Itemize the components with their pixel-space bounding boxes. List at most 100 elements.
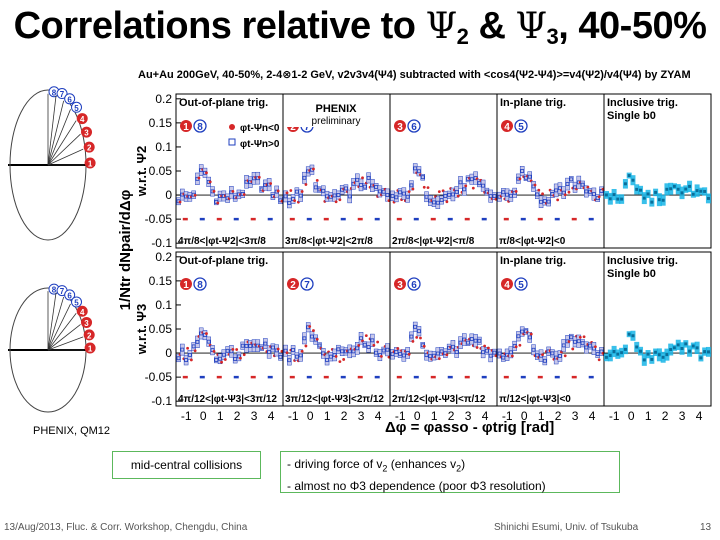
x-tick-label: 4: [375, 409, 382, 423]
data-point: [605, 355, 609, 359]
data-point-pos: [390, 352, 395, 357]
panel-frame: [389, 93, 498, 249]
data-point-pos: [302, 336, 307, 341]
data-point-pos: [417, 329, 421, 334]
data-point-pos: [401, 191, 406, 196]
tag-circle-b: [514, 119, 528, 133]
data-point-pos: [588, 343, 593, 348]
data-point: [623, 347, 627, 351]
tag-circle-b: [193, 119, 207, 133]
data-point: [699, 356, 703, 360]
row-label: w.r.t. Ψ2: [134, 146, 149, 198]
data-point-neg: [285, 191, 289, 195]
y-tick-label: 0: [165, 346, 172, 360]
data-error-box: [405, 347, 410, 359]
title-suffix: , 40-50%: [558, 5, 707, 47]
data-point-pos: [542, 358, 547, 363]
data-point-neg: [364, 334, 368, 337]
data-point-pos: [565, 182, 570, 186]
data-point-neg: [541, 353, 544, 357]
data-point-pos: [424, 353, 429, 358]
data-point-pos: [413, 324, 418, 329]
data-point-pos: [595, 196, 600, 201]
y-tick-label: 0.15: [149, 274, 173, 288]
data-point-neg: [208, 180, 212, 184]
panel-title-2: Single b0: [607, 110, 656, 122]
data-point: [669, 187, 673, 191]
data-error-box: [336, 190, 341, 200]
data-point-neg: [426, 186, 430, 190]
title-sub-3: 3: [546, 24, 559, 49]
diagram-bottom-label: 1: [88, 345, 93, 354]
data-point-neg: [456, 194, 460, 198]
data-point: [608, 353, 612, 357]
data-point-pos: [278, 354, 283, 359]
data-point-pos: [344, 186, 348, 191]
data-point-pos: [398, 351, 402, 356]
data-point-pos: [508, 350, 513, 355]
data-point-neg: [594, 345, 597, 349]
data-point-pos: [435, 200, 440, 205]
data-point-neg: [212, 189, 216, 193]
data-error-box: [557, 350, 563, 362]
data-error-box: [416, 166, 422, 177]
data-error-box: [370, 333, 375, 347]
data-point-pos: [332, 353, 337, 357]
diagram-top-label: 4: [80, 115, 85, 124]
data-error-box: [236, 351, 242, 362]
data-point-pos: [531, 347, 536, 352]
panel-title: In-plane trig.: [500, 97, 566, 109]
y-tick-label: 0.05: [149, 322, 173, 336]
data-error-box: [206, 336, 211, 347]
data-point-pos: [592, 346, 596, 351]
data-error-box: [595, 194, 600, 202]
panel-title-2: Single b0: [607, 268, 656, 280]
tag-a: 3: [397, 122, 403, 133]
data-point-pos: [466, 340, 470, 345]
x-tick-label: 0: [200, 409, 207, 423]
data-error-box: [546, 196, 551, 207]
diagram-top-label-circle: [81, 126, 93, 138]
panel-frame: [496, 93, 605, 249]
data-point: [639, 188, 643, 192]
data-point-pos: [497, 351, 502, 356]
diagram-bottom-label-circle: [81, 316, 93, 328]
data-point-pos: [291, 348, 295, 352]
data-point-pos: [310, 334, 314, 339]
data-point: [650, 357, 654, 361]
panel-range: 3π/12<|φt-Ψ3|<2π/12: [285, 394, 384, 405]
data-point: [680, 347, 684, 351]
data-point-pos: [505, 192, 509, 197]
data-error-box: [302, 332, 307, 345]
data-point: [706, 196, 710, 200]
note-1b: (enhances v: [387, 457, 457, 471]
data-error-box: [283, 190, 288, 203]
data-point: [646, 352, 650, 356]
data-error-box: [347, 189, 352, 204]
mid-central-box: mid-central collisions: [112, 451, 261, 479]
tag-circle-b: [193, 277, 207, 291]
data-point-neg: [487, 346, 490, 350]
data-error-box: [274, 344, 279, 357]
data-point-neg: [445, 353, 449, 357]
row-label: w.r.t. Ψ3: [134, 304, 149, 356]
diagram-top-ray: [47, 120, 77, 166]
data-point-neg: [357, 343, 361, 347]
tag-circle-a: [394, 120, 406, 132]
data-error-box: [187, 350, 193, 360]
data-error-box: [591, 342, 597, 355]
data-point-pos: [214, 358, 219, 362]
data-point-neg: [231, 190, 235, 193]
diagram-bottom-label-circle: [64, 289, 76, 301]
data-point-pos: [229, 349, 234, 354]
data-error-box: [561, 186, 566, 199]
data-point-neg: [315, 179, 319, 182]
data-point-pos: [413, 166, 418, 171]
data-point-pos: [599, 349, 604, 354]
data-error-box: [599, 186, 604, 196]
data-point-pos: [325, 194, 329, 199]
data-point-pos: [469, 337, 474, 341]
data-point-neg: [308, 325, 312, 328]
data-point: [661, 355, 665, 359]
data-point-pos: [443, 194, 448, 198]
